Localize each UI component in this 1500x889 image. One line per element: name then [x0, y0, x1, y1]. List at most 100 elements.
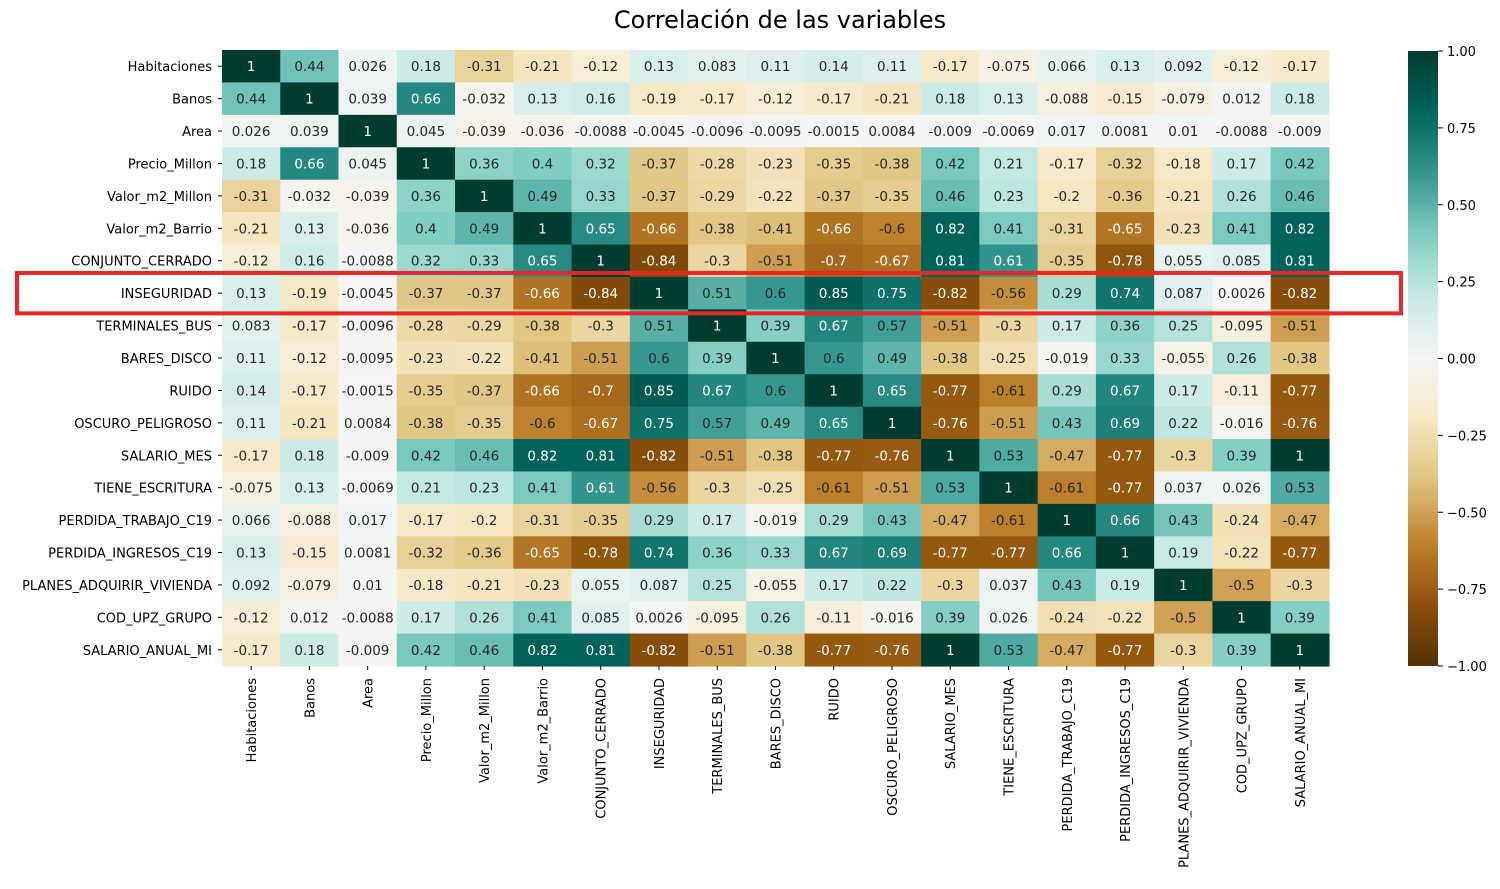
cell-value-label: -0.35 [816, 156, 851, 172]
heatmap-cell [688, 601, 747, 635]
cell-value-label: 0.75 [644, 416, 674, 432]
heatmap-cell [280, 439, 340, 473]
cell-value-label: 1 [1004, 481, 1013, 497]
cell-value-label: -0.29 [700, 189, 735, 205]
heatmap-cell [571, 50, 631, 84]
heatmap-cell [688, 147, 747, 181]
cell-value-label: -0.77 [933, 546, 968, 562]
cell-value-label: -0.37 [641, 189, 676, 205]
cell-value-label: -0.35 [408, 383, 443, 399]
heatmap-cell [1212, 276, 1272, 310]
heatmap-cell [1037, 114, 1097, 148]
heatmap-cell [455, 341, 514, 375]
cell-value-label: -0.12 [234, 254, 269, 270]
heatmap-cell [1270, 633, 1330, 667]
heatmap-cell [629, 568, 689, 602]
heatmap-cell [1095, 82, 1155, 116]
cell-value-label: 0.57 [702, 416, 732, 432]
heatmap-cell [921, 179, 980, 213]
heatmap-cell [1154, 406, 1214, 440]
cell-value-label: -0.17 [408, 513, 443, 529]
cell-value-label: 0.13 [644, 59, 674, 75]
cell-value-label: 0.81 [1285, 254, 1315, 270]
cell-value-label: -0.17 [933, 59, 968, 75]
heatmap-cell [746, 212, 806, 246]
cell-value-label: 0.46 [1285, 189, 1315, 205]
x-tick-label: COD_UPZ_GRUPO [1236, 678, 1251, 793]
heatmap-cell [513, 374, 573, 408]
cell-value-label: 0.46 [935, 189, 965, 205]
cell-value-label: 0.32 [411, 254, 441, 270]
cell-value-label: 0.67 [819, 546, 849, 562]
cell-value-label: -0.24 [1049, 610, 1084, 626]
cell-value-label: 0.037 [989, 578, 1028, 594]
heatmap-cell [222, 503, 281, 537]
cell-value-label: 0.012 [290, 610, 329, 626]
cell-value-label: -0.009 [346, 448, 390, 464]
heatmap-cell [921, 439, 980, 473]
cell-value-label: -0.3 [704, 481, 730, 497]
cell-value-label: -0.032 [462, 92, 506, 108]
cell-value-label: 0.11 [236, 416, 266, 432]
cell-value-label: 1 [1296, 643, 1305, 659]
heatmap-cell [1095, 212, 1155, 246]
heatmap-cell [1095, 114, 1155, 148]
cell-value-label: 0.18 [294, 448, 324, 464]
heatmap-cell [746, 503, 806, 537]
heatmap-cell [979, 471, 1039, 505]
heatmap-cell [1037, 50, 1097, 84]
cell-value-label: -0.0096 [691, 124, 743, 140]
y-tick-label: OSCURO_PELIGROSO [74, 417, 212, 432]
heatmap-cell [280, 50, 340, 84]
cell-value-label: 0.017 [348, 513, 387, 529]
cell-value-label: -0.38 [758, 448, 793, 464]
heatmap-cell [513, 82, 573, 116]
colorbar-tick-label: −1.00 [1447, 660, 1487, 675]
cell-value-label: 0.18 [236, 156, 266, 172]
heatmap-cell [804, 276, 864, 310]
cell-value-label: 0.51 [702, 286, 732, 302]
heatmap-cell [862, 374, 922, 408]
heatmap-cell [222, 50, 281, 84]
cell-value-label: -0.079 [288, 578, 332, 594]
heatmap-cell [1095, 633, 1155, 667]
heatmap-cell [338, 601, 398, 635]
heatmap-cell [746, 406, 806, 440]
cell-value-label: 1 [1121, 546, 1130, 562]
heatmap-cell [280, 82, 340, 116]
heatmap-cell [629, 212, 689, 246]
cell-value-label: -0.31 [525, 513, 560, 529]
cell-value-label: -0.21 [875, 92, 910, 108]
heatmap-cell [455, 471, 514, 505]
heatmap-cell [1154, 503, 1214, 537]
cell-value-label: 0.39 [935, 610, 965, 626]
heatmap-cell [513, 536, 573, 570]
cell-value-label: -0.47 [1049, 448, 1084, 464]
cell-value-label: 0.65 [527, 254, 557, 270]
heatmap-cell [513, 471, 573, 505]
cell-value-label: 0.17 [411, 610, 441, 626]
cell-value-label: 0.81 [586, 448, 616, 464]
heatmap-cell [921, 601, 980, 635]
cell-value-label: -0.51 [583, 351, 618, 367]
cell-value-label: -0.17 [292, 319, 327, 335]
heatmap-cell [222, 471, 281, 505]
y-tick-label: TIENE_ESCRITURA [93, 482, 212, 497]
cell-value-label: -0.019 [754, 513, 798, 529]
heatmap-cell [1212, 114, 1272, 148]
y-tick-label: PERDIDA_INGRESOS_C19 [48, 547, 212, 562]
heatmap-cell [862, 568, 922, 602]
heatmap-cell [513, 633, 573, 667]
y-tick-label: PERDIDA_TRABAJO_C19 [59, 514, 212, 529]
cell-value-label: -0.31 [234, 189, 269, 205]
heatmap-cell [862, 341, 922, 375]
heatmap-cell [571, 439, 631, 473]
cell-value-label: 0.0081 [344, 546, 391, 562]
cell-value-label: 0.066 [232, 513, 271, 529]
heatmap-cell [571, 471, 631, 505]
cell-value-label: -0.009 [928, 124, 972, 140]
heatmap-cell [746, 114, 806, 148]
cell-value-label: -0.22 [758, 189, 793, 205]
cell-value-label: -0.0045 [633, 124, 685, 140]
heatmap-cell [338, 212, 398, 246]
